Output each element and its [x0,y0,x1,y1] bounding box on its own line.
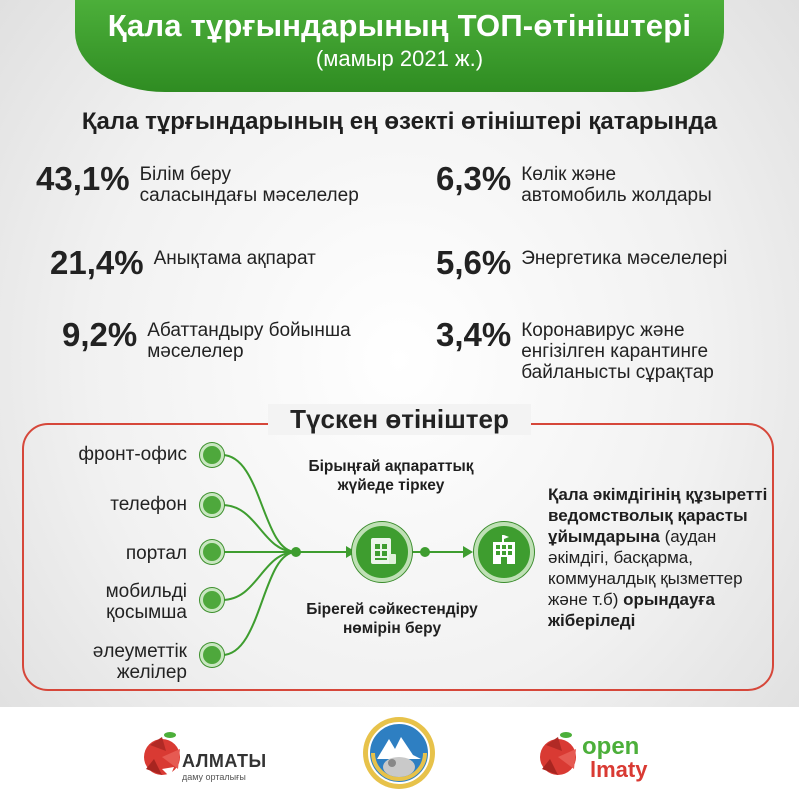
header-banner: Қала тұрғындарының ТОП-өтініштері (мамыр… [75,0,724,92]
channel-phone: телефон [110,494,187,515]
process-title: Түскен өтініштер [268,404,531,435]
channel-dot [200,443,224,467]
channel-social: әлеуметтік желілер [92,641,187,683]
stat-item: 3,4% Коронавирус және енгізілген карантин… [436,316,714,383]
stat-label: Көлік және автомобиль жолдары [521,164,712,206]
stat-value: 9,2% [62,316,138,353]
stat-item: 9,2% Абаттандыру бойынша мәселелер [62,316,351,362]
channel-portal: портал [125,543,187,564]
step-register-label: Бірыңғай ақпараттық жүйеде тіркеу [308,458,474,494]
stat-value: 3,4% [436,316,512,353]
stat-label: Білім беру саласындағы мәселелер [139,164,359,206]
channel-dot [200,643,224,667]
almaty-center-logo: АЛМАТЫ даму орталығы [140,729,280,789]
channel-dot [200,493,224,517]
section-title: Қала тұрғындарының ең өзекті өтініштері … [81,108,718,135]
page-title: Қала тұрғындарының ТОП-өтініштері [107,8,692,43]
stat-item: 6,3% Көлік және автомобиль жолдары [436,160,712,206]
stat-label: Анықтама ақпарат [153,248,316,269]
stat-item: 5,6% Энергетика мәселелері [436,244,727,282]
stat-label: Коронавирус және енгізілген карантинге бай… [521,320,714,383]
stat-label: Энергетика мәселелері [521,248,728,269]
channel-dot [200,540,224,564]
open-almaty-logo: open lmaty [536,729,676,789]
channel-front-office: фронт-офис [78,444,187,465]
page-subtitle: (мамыр 2021 ж.) [315,46,484,71]
stat-value: 21,4% [50,244,144,281]
channel-mobile-app: мобильді қосымша [105,581,187,623]
stat-value: 6,3% [436,160,512,197]
building-icon [474,522,534,582]
stat-label: Абаттандыру бойынша мәселелер [147,320,351,362]
destination-text: Қала әкімдігінің құзыретті ведомстволық … [548,485,768,630]
stat-item: 21,4% Анықтама ақпарат [50,244,316,282]
footer: АЛМАТЫ даму орталығы open lmaty [0,707,799,800]
stat-value: 5,6% [436,244,512,281]
logo-text: АЛМАТЫ [182,751,267,771]
stat-value: 43,1% [36,160,130,197]
channel-dot [200,588,224,612]
step-id-label: Бірегей сәйкестендіру нөмірін беру [306,601,478,637]
stat-item: 43,1% Білім беру саласындағы мәселелер [36,160,359,206]
document-register-icon [352,522,412,582]
logo-subtext: даму орталығы [182,772,246,782]
city-emblem [361,715,437,791]
logo-open-text: open [582,733,640,760]
process-title-wrap: Түскен өтініштер [0,404,799,435]
logo-lmaty-text: lmaty [590,757,648,782]
